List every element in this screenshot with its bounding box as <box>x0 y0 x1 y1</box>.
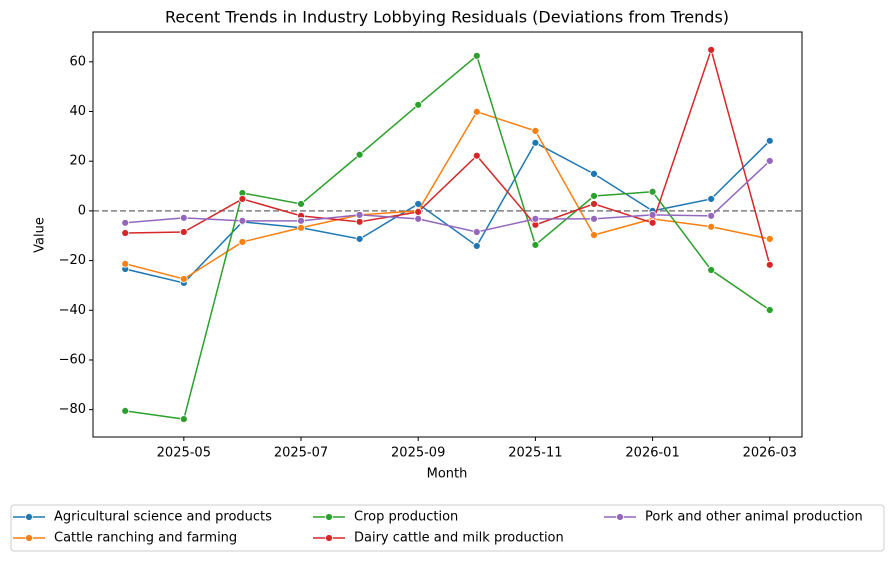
data-point <box>238 216 247 225</box>
data-point <box>238 195 247 203</box>
series-line <box>125 47 771 266</box>
data-point <box>590 214 598 223</box>
data-point <box>707 266 716 274</box>
legend-marker <box>25 513 33 521</box>
data-point <box>355 150 364 159</box>
data-point <box>590 200 598 208</box>
data-point <box>648 218 657 227</box>
data-point <box>707 211 716 220</box>
data-point <box>414 100 423 109</box>
data-point <box>121 218 130 227</box>
series-line <box>125 54 771 420</box>
data-point <box>531 214 540 223</box>
data-point <box>179 275 188 283</box>
y-axis-label: Value <box>33 217 48 253</box>
data-point <box>765 157 774 165</box>
data-point <box>590 192 598 200</box>
y-tick-label: 0 <box>78 203 86 218</box>
data-point <box>765 235 774 243</box>
data-point <box>179 415 188 424</box>
y-tick-label: −80 <box>59 402 86 417</box>
y-tick-label: 20 <box>69 154 86 169</box>
data-point <box>179 213 188 222</box>
data-point <box>648 210 657 219</box>
data-point <box>531 241 540 249</box>
legend-label: Crop production <box>354 510 458 525</box>
legend-label: Dairy cattle and milk production <box>354 531 564 546</box>
data-point <box>590 231 598 239</box>
data-point <box>238 238 247 246</box>
y-tick-label: 60 <box>69 54 86 69</box>
data-point <box>765 260 774 269</box>
legend-marker <box>325 534 333 542</box>
data-point <box>472 151 481 160</box>
x-tick-label: 2025-09 <box>391 446 445 461</box>
data-point <box>531 126 540 135</box>
series-line <box>125 110 770 280</box>
x-tick-label: 2025-11 <box>508 446 562 461</box>
legend-label: Pork and other animal production <box>645 510 863 525</box>
data-point <box>414 207 423 216</box>
legend-marker <box>325 513 333 521</box>
data-point <box>472 107 481 116</box>
data-point <box>531 138 540 147</box>
data-point <box>297 223 305 232</box>
plot-frame <box>92 31 803 438</box>
data-point <box>355 210 364 219</box>
data-point <box>414 214 423 223</box>
data-point <box>355 217 364 226</box>
data-point <box>707 222 716 231</box>
y-tick-label: −20 <box>59 253 86 268</box>
data-point <box>765 306 774 314</box>
legend-marker <box>25 534 33 542</box>
data-point <box>297 216 305 225</box>
x-axis-label: Month <box>427 467 468 482</box>
data-point <box>472 242 481 250</box>
data-point <box>590 169 598 178</box>
y-tick-label: 40 <box>69 104 86 119</box>
data-point <box>297 200 305 208</box>
data-point <box>179 228 188 236</box>
legend-label: Agricultural science and products <box>54 510 272 525</box>
y-tick-label: −40 <box>59 303 86 318</box>
x-tick-label: 2025-07 <box>274 446 328 461</box>
data-point <box>648 187 657 196</box>
data-point <box>355 235 364 243</box>
legend-marker <box>616 513 624 521</box>
x-tick-label: 2025-05 <box>157 446 211 461</box>
x-tick-label: 2026-01 <box>625 446 679 461</box>
y-tick-label: −60 <box>59 352 86 367</box>
data-point <box>121 259 130 268</box>
data-point <box>121 407 130 415</box>
legend-label: Cattle ranching and farming <box>54 531 237 546</box>
series-line <box>125 160 771 233</box>
data-point <box>472 228 481 236</box>
data-point <box>765 136 774 145</box>
data-point <box>472 51 481 60</box>
data-point <box>121 229 130 237</box>
data-point <box>707 195 716 203</box>
legend-box <box>10 504 885 552</box>
chart-title: Recent Trends in Industry Lobbying Resid… <box>165 8 729 27</box>
x-tick-label: 2026-03 <box>743 446 797 461</box>
data-point <box>707 45 716 54</box>
